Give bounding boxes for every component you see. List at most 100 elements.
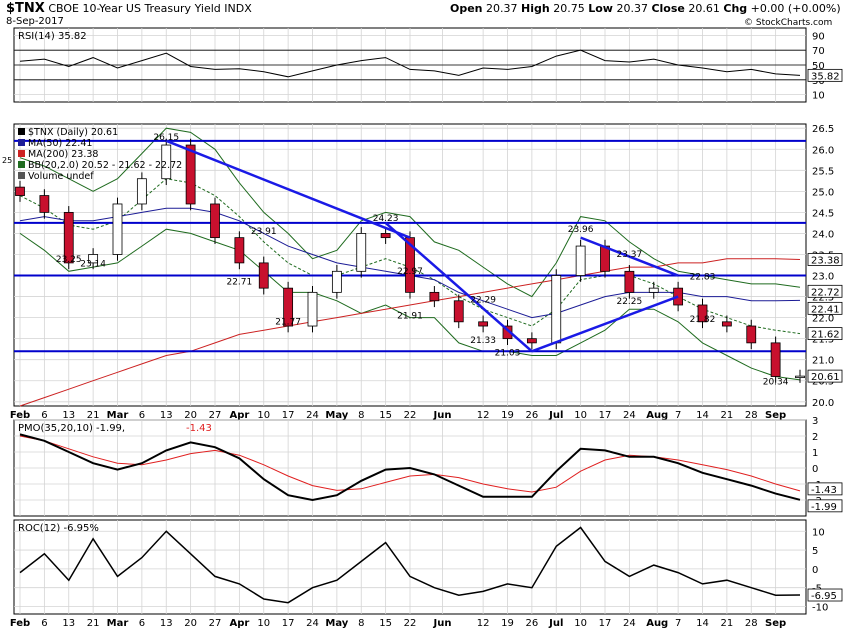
pmo-y-tick-2: 1	[812, 448, 818, 459]
rsi-y-tick-0: 90	[812, 31, 825, 42]
roc-x-label-28: 21	[721, 618, 734, 629]
price-x-label-8: 27	[209, 410, 222, 421]
roc-y-tick-4: -10	[812, 602, 828, 613]
price-annotation-7: 22.29	[470, 295, 496, 305]
price-x-label-30: Sep	[765, 410, 786, 421]
pmo-last-value-box	[807, 499, 843, 513]
roc-x-label-25: Aug	[646, 618, 668, 629]
price-y-tick-5: 24.0	[812, 229, 834, 240]
candle-body-15	[380, 233, 391, 239]
price-y-tick-4: 24.5	[812, 208, 834, 219]
candle-body-30	[746, 325, 757, 344]
price-x-label-19: 19	[501, 410, 514, 421]
close-label: Close	[651, 2, 685, 15]
price-x-label-12: 24	[306, 410, 319, 421]
price-legend-swatch-4	[18, 172, 25, 179]
price-annotation-0: 26.15	[153, 133, 179, 143]
price-right-label-2: 22.41	[811, 304, 840, 315]
price-annotation-14: 22.25	[616, 297, 642, 307]
high-label: High	[521, 2, 550, 15]
pmo-line	[19, 433, 801, 502]
price-x-label-2: 13	[62, 410, 75, 421]
pmo-signal-last-value-box	[807, 482, 843, 496]
roc-x-label-20: 26	[526, 618, 539, 629]
candle-body-19	[478, 321, 489, 327]
price-x-label-14: 8	[358, 410, 364, 421]
pmo-y-tick-1: 2	[812, 432, 818, 443]
candle-body-23	[575, 245, 586, 276]
roc-y-tick-1: 5	[812, 546, 818, 557]
price-legend-swatch-2	[18, 150, 25, 157]
price-right-label-2-box	[807, 301, 843, 315]
price-annotation-11: 21.03	[495, 348, 521, 358]
price-right-label-1: 22.72	[811, 287, 840, 298]
pmo-last-value: -1.99	[811, 502, 837, 513]
price-x-label-0: Feb	[10, 410, 30, 421]
chart-header-title: $TNX CBOE 10-Year US Treasury Yield INDX	[6, 1, 252, 16]
price-right-label-3: 21.62	[811, 330, 840, 341]
rsi-y-tick-1: 70	[812, 46, 825, 57]
price-x-label-20: 26	[526, 410, 539, 421]
roc-legend: ROC(12) -6.95%	[18, 523, 99, 534]
rsi-y-tick-4: 10	[812, 91, 825, 102]
roc-x-label-16: 22	[404, 618, 417, 629]
price-right-label-4: 20.61	[811, 372, 840, 383]
candle-body-32	[795, 375, 805, 379]
instrument-name: CBOE 10-Year US Treasury Yield INDX	[48, 2, 252, 15]
candle-body-13	[331, 270, 342, 293]
candle-body-2	[63, 211, 74, 264]
candle-body-7	[185, 144, 196, 205]
price-x-label-22: 10	[574, 410, 587, 421]
price-x-label-1: 6	[41, 410, 47, 421]
candle-body-21	[526, 338, 537, 344]
candle-body-25	[624, 270, 635, 293]
roc-x-label-9: Apr	[229, 618, 249, 629]
chg-label: Chg	[723, 2, 748, 15]
roc-y-tick-0: 10	[812, 527, 825, 538]
roc-x-label-8: 27	[209, 618, 222, 629]
price-x-label-11: 17	[282, 410, 295, 421]
rsi-y-tick-2: 50	[812, 61, 825, 72]
candle-body-28	[697, 304, 708, 323]
low-value: 20.37	[616, 2, 648, 15]
roc-x-label-18: 12	[477, 618, 490, 629]
price-right-label-4-box	[807, 369, 843, 383]
price-y-tick-0: 26.5	[812, 124, 834, 135]
roc-x-label-5: 6	[139, 618, 145, 629]
price-legend-3: BB(20,2.0) 20.52 - 21.62 - 22.72	[28, 160, 182, 171]
bb-upper-line	[19, 127, 801, 298]
price-x-label-7: 20	[184, 410, 197, 421]
price-y-tick-2: 25.5	[812, 166, 834, 177]
candle-body-26	[648, 287, 659, 293]
roc-x-label-14: 8	[358, 618, 364, 629]
price-y-tick-3: 25.0	[812, 187, 834, 198]
price-y-tick-10: 21.5	[812, 335, 834, 346]
roc-x-label-23: 17	[599, 618, 612, 629]
roc-x-label-13: May	[325, 618, 348, 629]
candle-body-5	[136, 178, 147, 205]
candle-body-4	[112, 203, 123, 255]
price-annotation-1: 24.23	[373, 214, 399, 224]
roc-last-value: -6.95	[811, 591, 837, 602]
roc-x-label-10: 10	[257, 618, 270, 629]
candle-body-12	[307, 291, 318, 327]
price-annotation-17: 20.34	[763, 377, 789, 387]
price-x-label-17: Jun	[433, 410, 452, 421]
price-x-label-15: 15	[379, 410, 392, 421]
trendline-0	[165, 139, 411, 239]
price-x-label-18: 12	[477, 410, 490, 421]
rsi-last-value: 35.82	[811, 71, 840, 82]
high-value: 20.75	[553, 2, 585, 15]
chg-value: +0.00 (+0.00%)	[750, 2, 841, 15]
price-x-label-23: 17	[599, 410, 612, 421]
pmo-y-tick-3: 0	[812, 464, 818, 475]
candle-body-31	[770, 342, 781, 377]
pmo-legend-signal: -1.43	[186, 423, 212, 434]
ma200-line	[19, 258, 801, 407]
price-x-label-26: 7	[675, 410, 681, 421]
price-x-label-27: 14	[696, 410, 709, 421]
candle-body-3	[88, 254, 99, 264]
price-y-tick-7: 23.0	[812, 272, 834, 283]
price-x-label-3: 21	[87, 410, 100, 421]
